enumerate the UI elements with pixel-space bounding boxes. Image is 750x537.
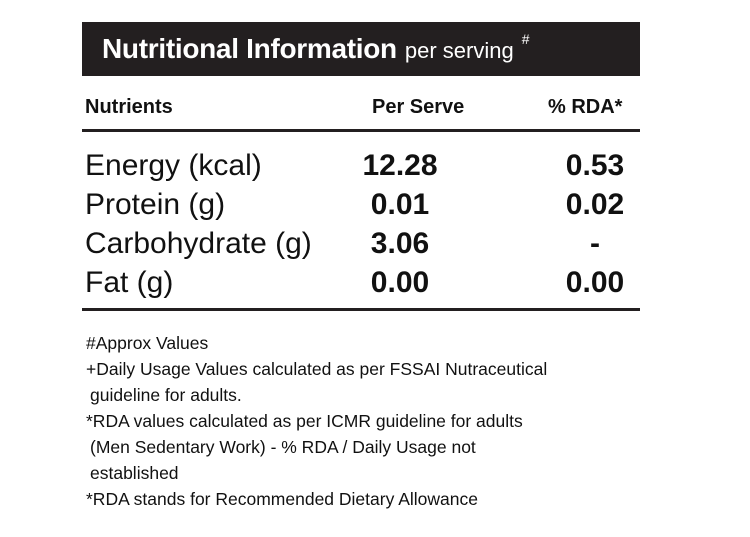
table-row: Fat (g) 0.00 0.00	[0, 263, 750, 302]
table-bottom-divider	[82, 308, 640, 311]
per-serve-value: 3.06	[370, 227, 430, 260]
column-header-rda: % RDA*	[548, 96, 623, 118]
footnote-line: *RDA values calculated as per ICMR guide…	[86, 411, 523, 431]
title-footnote-mark: #	[521, 31, 530, 47]
rda-value: 0.02	[565, 188, 625, 221]
footnote-line: (Men Sedentary Work) - % RDA / Daily Usa…	[90, 437, 476, 457]
table-row: Energy (kcal) 12.28 0.53	[0, 146, 750, 185]
footnote-line: #Approx Values	[86, 333, 209, 353]
footnote-line: guideline for adults.	[90, 385, 242, 405]
table-row: Carbohydrate (g) 3.06 -	[0, 224, 750, 263]
page-title: Nutritional Information	[102, 33, 397, 64]
footnote-line: *RDA stands for Recommended Dietary Allo…	[86, 489, 478, 509]
rda-value: 0.53	[565, 149, 625, 182]
per-serve-value: 0.01	[370, 188, 430, 221]
footnotes: #Approx Values +Daily Usage Values calcu…	[86, 330, 646, 512]
footnote-line: established	[90, 463, 179, 483]
footnote-line: +Daily Usage Values calculated as per FS…	[86, 359, 548, 379]
header-divider	[82, 129, 640, 132]
title-qualifier: per serving	[404, 38, 514, 63]
rda-value: 0.00	[565, 266, 625, 299]
per-serve-value: 0.00	[370, 266, 430, 299]
nutrient-name: Carbohydrate (g)	[85, 227, 312, 260]
column-header-per-serve: Per Serve	[372, 96, 465, 118]
nutrient-name: Energy (kcal)	[85, 149, 262, 182]
per-serve-value: 12.28	[362, 149, 438, 182]
column-header-nutrients: Nutrients	[85, 96, 173, 118]
nutrient-name: Fat (g)	[85, 266, 174, 299]
nutrient-name: Protein (g)	[85, 188, 226, 221]
rda-value: -	[590, 227, 600, 260]
table-title-bar: Nutritional Information per serving #	[82, 22, 640, 76]
table-row: Protein (g) 0.01 0.02	[0, 185, 750, 224]
